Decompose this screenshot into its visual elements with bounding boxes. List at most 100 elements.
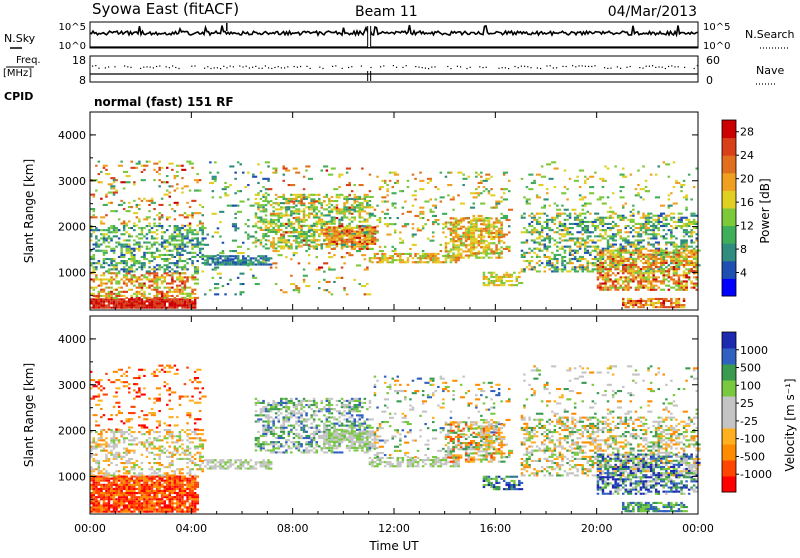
power-cell [136, 167, 139, 169]
power-cell [645, 229, 650, 231]
power-cell [179, 274, 182, 276]
power-cell [108, 183, 113, 185]
vel-cell [118, 496, 123, 498]
vel-cell [133, 498, 136, 500]
power-cell [234, 264, 237, 266]
power-cell [176, 287, 179, 289]
power-cell [397, 180, 400, 182]
vel-cell [146, 496, 151, 498]
power-cell [323, 240, 326, 242]
power-cell [488, 244, 491, 246]
power-cell [93, 302, 96, 304]
power-cell [546, 264, 549, 266]
power-cell [138, 297, 141, 299]
power-cell [321, 214, 324, 216]
power-cell [153, 266, 156, 268]
power-cell [272, 172, 275, 174]
power-cell [665, 254, 668, 256]
power-cell [196, 173, 199, 175]
power-cell [95, 237, 98, 239]
vel-cell [95, 498, 98, 500]
power-cell [143, 165, 148, 167]
power-cell [614, 268, 617, 270]
power-cell [462, 174, 465, 176]
power-cell [658, 268, 661, 270]
power-cell [153, 244, 156, 246]
power-cell [693, 287, 696, 289]
power-cell [480, 234, 483, 236]
power-cell [526, 201, 529, 203]
power-cell [685, 219, 688, 221]
power-cell [374, 215, 377, 217]
power-cell [465, 217, 468, 219]
power-cell [371, 231, 374, 233]
power-cell [478, 244, 481, 246]
power-cell [490, 280, 495, 282]
power-cell [262, 255, 265, 257]
power-cell [647, 264, 650, 266]
power-cell [637, 258, 640, 260]
power-cell [422, 227, 425, 229]
power-cell [280, 196, 285, 198]
power-cell [473, 255, 476, 257]
power-cell [647, 260, 650, 262]
power-cell [108, 264, 111, 266]
power-cell [379, 250, 384, 252]
power-cell [252, 257, 255, 259]
power-cell [103, 300, 106, 302]
power-colorbar-segment [722, 278, 736, 296]
power-cell [110, 248, 115, 250]
power-cell [171, 307, 174, 309]
nave-dot [274, 67, 275, 68]
power-cell [356, 204, 361, 206]
power-cell [158, 167, 161, 169]
power-cell [108, 242, 111, 244]
power-cell [300, 229, 303, 231]
power-cell [364, 219, 367, 221]
power-cell [100, 291, 105, 293]
power-cell [143, 169, 146, 171]
power-cell [333, 188, 338, 190]
power-cell [564, 252, 567, 254]
power-cell [645, 227, 650, 229]
power-cell [566, 231, 569, 233]
power-cell [655, 248, 658, 250]
power-cell [202, 270, 205, 272]
power-cell [437, 259, 440, 261]
vel-cell [105, 488, 108, 490]
power-cell [576, 266, 579, 268]
power-cell [199, 229, 204, 231]
power-cell [650, 304, 653, 306]
power-cell [579, 219, 584, 221]
nave-dot [396, 67, 397, 68]
power-cell [298, 219, 301, 221]
power-cell [290, 212, 293, 214]
power-cell [640, 196, 643, 198]
power-cell [450, 257, 453, 259]
power-cell [663, 283, 666, 285]
power-cell [166, 295, 171, 297]
power-cell [632, 225, 635, 227]
power-cell [318, 198, 321, 200]
power-cell [452, 255, 455, 257]
power-cell [151, 237, 156, 239]
power-cell [184, 289, 187, 291]
power-cell [93, 268, 96, 270]
power-cell [179, 272, 182, 274]
power-cell [549, 235, 552, 237]
power-cell [587, 229, 590, 231]
power-cell [419, 259, 422, 261]
power-cell [128, 298, 131, 300]
power-cell [354, 231, 357, 233]
power-cell [298, 213, 301, 215]
vel-cell [148, 494, 151, 496]
power-cell [584, 229, 587, 231]
power-cell [331, 219, 334, 221]
nave-dot [646, 66, 647, 67]
vel-cell [100, 511, 103, 513]
power-cell [133, 181, 136, 183]
power-cell [217, 254, 220, 256]
power-cell [488, 272, 493, 274]
power-cell [571, 254, 574, 256]
power-cell [470, 222, 473, 224]
